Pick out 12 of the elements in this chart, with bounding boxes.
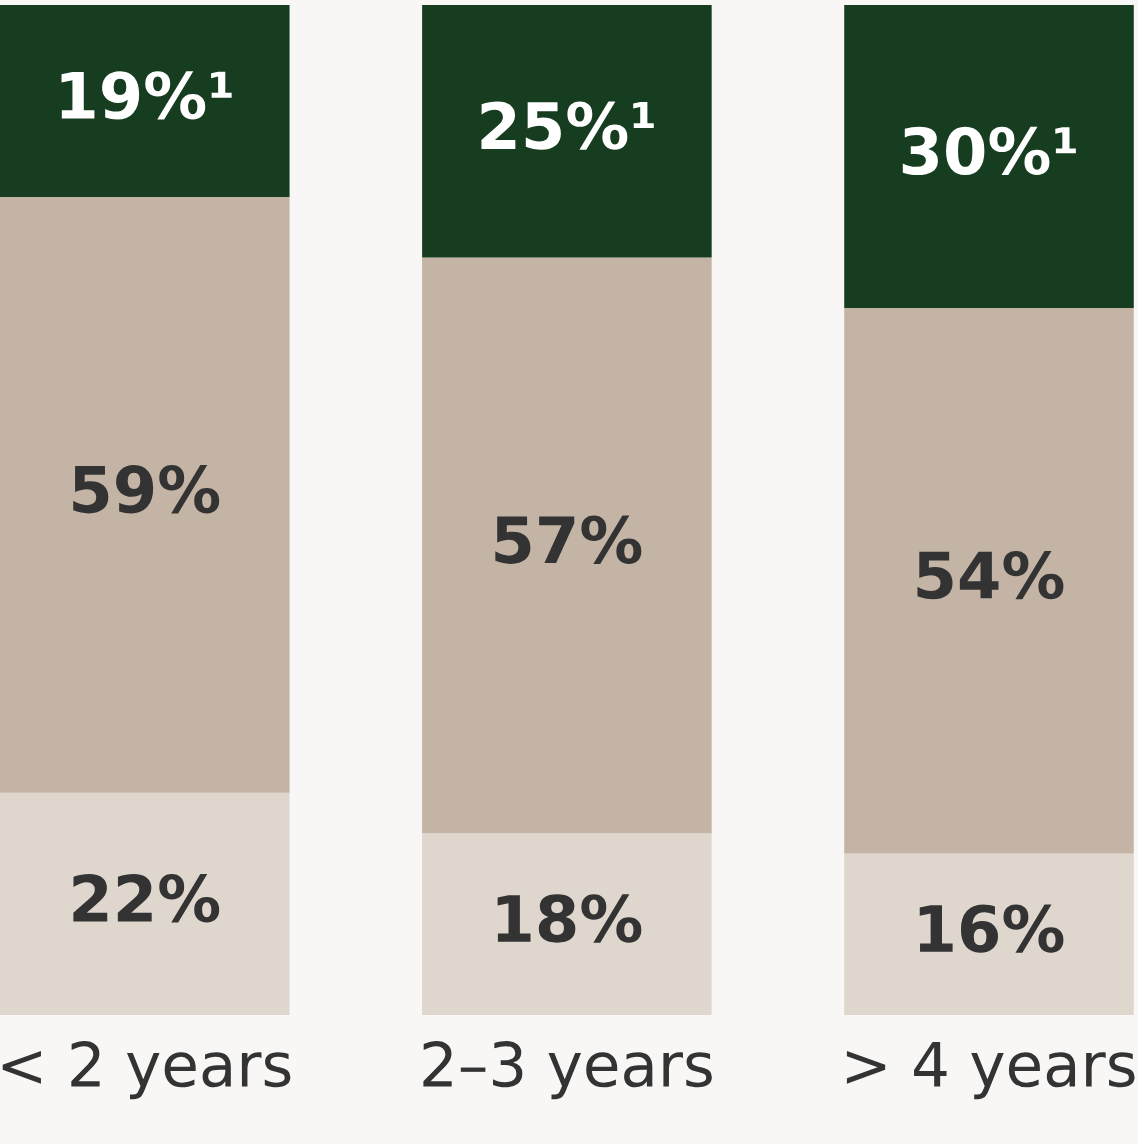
data-label: 30%¹ <box>902 126 1076 176</box>
data-label: 18% <box>497 894 642 943</box>
data-label: 59% <box>73 465 220 514</box>
x-tick-label: > 4 years <box>846 1041 1135 1100</box>
data-label: 16% <box>919 904 1064 953</box>
data-label: 19%¹ <box>61 71 232 120</box>
data-label: 54% <box>917 550 1064 600</box>
data-label: 57% <box>495 515 642 564</box>
data-label: 25%¹ <box>481 101 654 150</box>
data-label: 22% <box>73 874 220 923</box>
x-tick-label: < 2 years <box>2 1041 291 1100</box>
x-tick-label: 2–3 years <box>423 1041 712 1100</box>
